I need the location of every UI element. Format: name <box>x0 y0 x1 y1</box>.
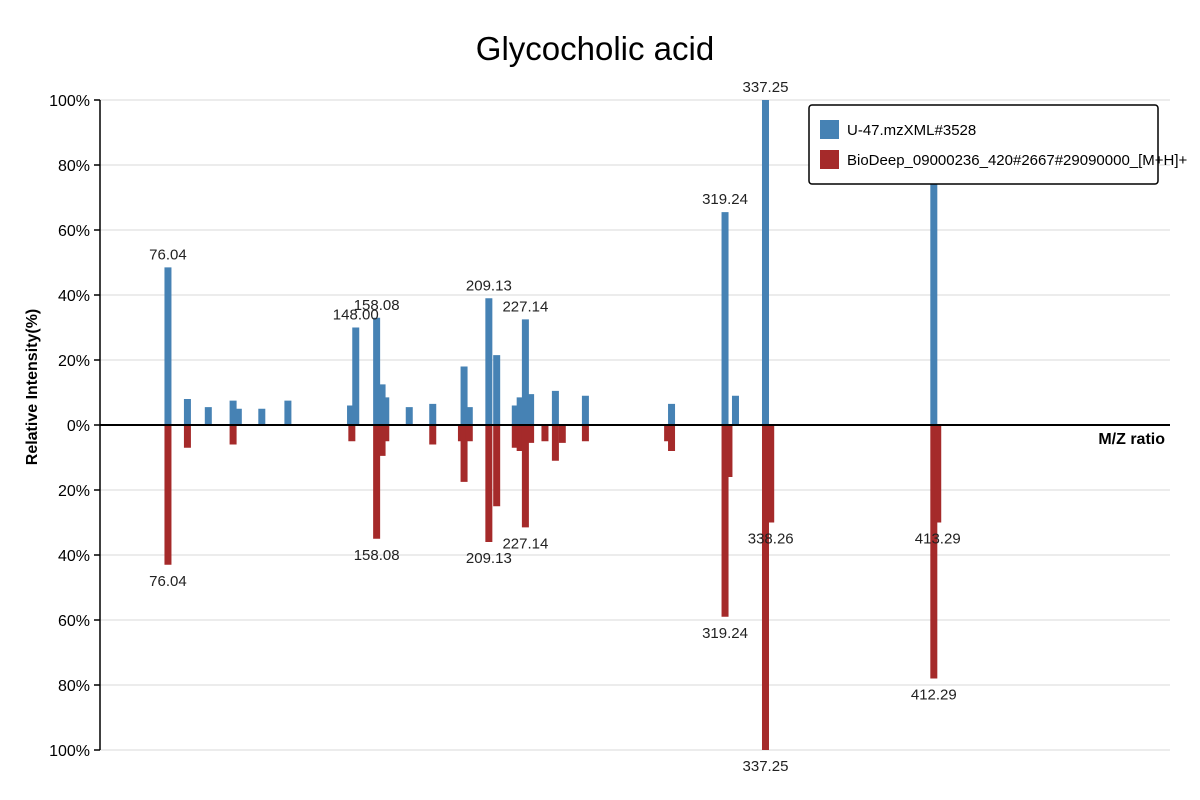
query-peak-bar <box>352 327 360 425</box>
reference-peak-label: 227.14 <box>502 535 548 552</box>
query-peak-label: 319.24 <box>702 191 748 208</box>
reference-peak-label: 412.29 <box>911 687 957 704</box>
reference-peak-label: 319.24 <box>702 625 748 642</box>
reference-peak-bar <box>378 425 386 456</box>
reference-peak-label: 209.13 <box>466 550 512 567</box>
query-peak-bar <box>493 355 501 425</box>
legend-entry-label: U-47.mzXML#3528 <box>847 122 976 139</box>
query-peak-bar <box>405 407 413 425</box>
peak-labels: 76.04148.00158.08209.13227.14319.24337.2… <box>149 79 960 775</box>
query-peak-bar <box>460 366 468 425</box>
query-peak-bar <box>668 403 676 425</box>
query-peak-bar <box>516 397 524 425</box>
query-peak-bar <box>258 408 266 425</box>
reference-peak-bar <box>551 425 559 461</box>
query-peak-bar <box>521 319 529 425</box>
y-tick-label: 20% <box>58 483 90 500</box>
reference-peak-label: 76.04 <box>149 573 187 590</box>
reference-peak-label: 338.26 <box>748 531 794 548</box>
reference-peak-bar <box>485 425 493 542</box>
query-peak-bar <box>373 317 381 425</box>
legend: U-47.mzXML#3528 BioDeep_09000236_420#2667… <box>808 104 1188 185</box>
reference-peak-label: 158.08 <box>354 547 400 564</box>
chart-title: Glycocholic acid <box>476 30 714 67</box>
query-peak-label: 227.14 <box>502 298 548 315</box>
y-tick-label: 60% <box>58 613 90 630</box>
legend-entry-label: BioDeep_09000236_420#2667#29090000_[M+H]… <box>847 152 1188 169</box>
reference-peak-bar <box>761 425 769 750</box>
y-tick-label: 100% <box>49 93 90 110</box>
legend-box <box>808 104 1159 185</box>
y-tick-label: 80% <box>58 158 90 175</box>
reference-peak-bar <box>767 425 775 523</box>
reference-peak-bar <box>541 425 549 442</box>
query-peak-bar <box>382 397 390 425</box>
query-peak-label: 158.08 <box>354 297 400 314</box>
reference-peak-bar <box>493 425 501 507</box>
y-tick-label: 80% <box>58 678 90 695</box>
query-peak-bar <box>721 212 729 425</box>
reference-peak-bar <box>373 425 381 539</box>
y-axis-label: Relative Intensity(%) <box>24 309 41 465</box>
reference-peak-bar <box>558 425 566 443</box>
reference-peak-bar <box>382 425 390 442</box>
query-peak-label: 76.04 <box>149 246 187 263</box>
bars <box>164 100 942 750</box>
reference-peak-bar <box>183 425 191 448</box>
y-tick-label: 100% <box>49 743 90 760</box>
reference-peak-bar <box>930 425 938 679</box>
query-peak-bar <box>731 395 739 425</box>
query-peak-label: 148.00 <box>333 307 379 324</box>
reference-peak-label: 337.25 <box>743 758 789 775</box>
reference-peak-bar <box>527 425 535 443</box>
legend-swatch <box>820 120 839 139</box>
query-peak-bar <box>429 403 437 425</box>
query-peak-bar <box>378 384 386 425</box>
reference-peak-bar <box>581 425 589 442</box>
query-peak-bar <box>551 390 559 425</box>
y-tick-label: 0% <box>67 418 90 435</box>
reference-peak-bar <box>229 425 237 445</box>
query-peak-bar <box>485 298 493 425</box>
query-peak-bar <box>581 395 589 425</box>
query-peak-bar <box>229 400 237 425</box>
reference-peak-bar <box>465 425 473 442</box>
reference-peak-bar <box>164 425 172 565</box>
reference-peak-bar <box>934 425 942 523</box>
reference-peak-bar <box>460 425 468 482</box>
reference-peak-bar <box>721 425 729 617</box>
y-tick-label: 40% <box>58 548 90 565</box>
reference-peak-bar <box>348 425 356 442</box>
axes: 100% 80% 60% 40% 20% 0% 20% 40% 60% 80% 100% <box>49 93 1170 760</box>
grid <box>100 99 1170 751</box>
query-peak-bar <box>284 400 292 425</box>
query-peak-bar <box>511 405 519 425</box>
reference-peak-bar <box>511 425 519 448</box>
reference-peak-bar <box>725 425 733 477</box>
query-peak-bar <box>183 399 191 425</box>
query-peak-bar <box>204 407 212 425</box>
reference-peak-bar <box>429 425 437 445</box>
reference-peak-bar <box>516 425 524 451</box>
query-peak-bar <box>347 405 355 425</box>
query-peak-bar <box>465 407 473 425</box>
legend-swatch <box>820 150 839 169</box>
reference-peak-bar <box>668 425 676 451</box>
query-peak-bar <box>234 408 242 425</box>
query-peak-label: 209.13 <box>466 277 512 294</box>
y-tick-label: 40% <box>58 288 90 305</box>
query-peak-bar <box>164 267 172 425</box>
query-peak-bar <box>930 178 938 425</box>
query-peak-label: 337.25 <box>743 79 789 96</box>
y-tick-label: 60% <box>58 223 90 240</box>
reference-peak-label: 413.29 <box>915 531 961 548</box>
query-peak-bar <box>761 100 769 425</box>
reference-peak-bar <box>521 425 529 528</box>
query-peak-bar <box>527 394 535 425</box>
x-axis-label: M/Z ratio <box>1098 431 1165 448</box>
reference-peak-bar <box>664 425 672 442</box>
y-tick-label: 20% <box>58 353 90 370</box>
